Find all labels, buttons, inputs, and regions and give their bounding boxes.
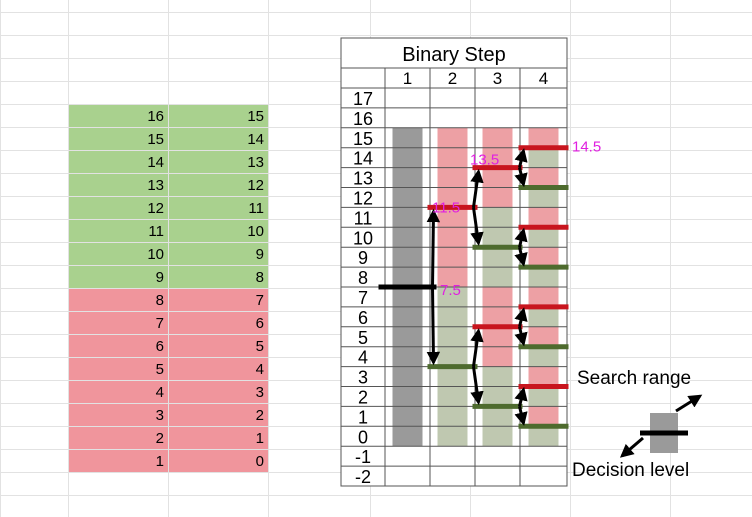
decision-value-label: 13.5 bbox=[470, 152, 499, 169]
sheet-cell-a: 1 bbox=[156, 453, 164, 470]
sheet-cell-b: 15 bbox=[247, 108, 264, 125]
search-range-bar bbox=[528, 306, 559, 327]
level-label: 3 bbox=[358, 368, 368, 388]
sheet-cell-b: 8 bbox=[256, 269, 264, 286]
level-label: 8 bbox=[358, 268, 368, 288]
branch-arrow bbox=[514, 326, 528, 347]
sheet-cell-a: 13 bbox=[147, 177, 164, 194]
level-label: 14 bbox=[353, 149, 373, 169]
level-label: 2 bbox=[358, 388, 368, 408]
level-label: 6 bbox=[358, 308, 368, 328]
search-range-bar bbox=[528, 227, 559, 248]
diagram-frame bbox=[340, 37, 568, 487]
sheet-cell-b: 6 bbox=[256, 315, 264, 332]
branch-arrow bbox=[470, 168, 484, 208]
search-range-bar bbox=[528, 247, 559, 268]
sheet-cell-a: 12 bbox=[147, 200, 164, 217]
search-range-bar bbox=[528, 426, 559, 447]
decision-value-label: 7.5 bbox=[440, 282, 461, 299]
branch-arrow bbox=[514, 386, 528, 407]
sheet-cell-b: 1 bbox=[256, 430, 264, 447]
sheet-cell-b: 0 bbox=[256, 453, 264, 470]
level-label: 11 bbox=[354, 208, 373, 228]
level-label: 10 bbox=[353, 228, 373, 248]
branch-arrow bbox=[470, 328, 484, 367]
step-header: 3 bbox=[493, 69, 502, 88]
sheet-cell-a: 14 bbox=[147, 154, 164, 171]
search-range-bar bbox=[528, 326, 559, 347]
branch-arrow bbox=[470, 207, 484, 246]
sheet-cell-b: 3 bbox=[256, 384, 264, 401]
branch-arrow bbox=[426, 208, 441, 288]
branch-arrow bbox=[514, 227, 528, 248]
search-range-label: Search range bbox=[577, 368, 692, 389]
sheet-cell-b: 7 bbox=[256, 292, 264, 309]
step-header: 2 bbox=[448, 69, 457, 88]
sheet-cell-b: 11 bbox=[248, 200, 264, 217]
sheet-cell-a: 4 bbox=[156, 384, 164, 401]
search-range-bar bbox=[528, 167, 559, 188]
sheet-cell-a: 7 bbox=[156, 315, 164, 332]
branch-arrow bbox=[514, 246, 528, 267]
branch-arrow bbox=[470, 366, 484, 406]
level-label: 16 bbox=[353, 109, 373, 129]
search-range-bar bbox=[528, 287, 559, 307]
sheet-cell-b: 14 bbox=[247, 131, 264, 148]
level-label: 5 bbox=[358, 328, 368, 348]
level-label: 17 bbox=[353, 89, 373, 109]
level-label: 1 bbox=[358, 407, 368, 427]
sheet-cell-a: 15 bbox=[147, 131, 164, 148]
branch-arrow bbox=[514, 167, 528, 188]
branch-arrow bbox=[675, 394, 703, 413]
sheet-cell-b: 10 bbox=[247, 223, 264, 240]
diagram-title: Binary Step bbox=[402, 44, 505, 66]
level-label: -2 bbox=[355, 467, 371, 487]
sheet-cell-b: 12 bbox=[247, 177, 264, 194]
level-label: 7 bbox=[358, 288, 368, 308]
search-range-bar bbox=[528, 147, 559, 168]
level-label: 15 bbox=[353, 129, 373, 149]
sheet-cell-a: 10 bbox=[147, 246, 164, 263]
sheet-cell-b: 13 bbox=[247, 154, 264, 171]
level-label: 12 bbox=[353, 189, 373, 209]
sheet-cell-b: 2 bbox=[256, 407, 264, 424]
sheet-cell-a: 5 bbox=[156, 361, 164, 378]
branch-arrow bbox=[619, 436, 644, 458]
sheet-cell-a: 9 bbox=[156, 269, 164, 286]
search-range-bar bbox=[528, 127, 559, 148]
sheet-cell-a: 16 bbox=[147, 108, 164, 125]
search-range-bar bbox=[528, 386, 559, 407]
sheet-cell-a: 8 bbox=[156, 292, 164, 309]
sheet-cell-b: 4 bbox=[256, 361, 264, 378]
search-range-bar bbox=[528, 366, 559, 387]
level-label: 0 bbox=[358, 427, 368, 447]
step-header: 1 bbox=[403, 69, 412, 88]
search-range-bar bbox=[528, 187, 559, 208]
branch-arrow bbox=[514, 148, 528, 168]
sheet-cell-a: 11 bbox=[148, 223, 164, 240]
level-label: 4 bbox=[358, 348, 368, 368]
search-range-bar bbox=[528, 267, 559, 287]
level-label: -1 bbox=[355, 447, 371, 467]
sheet-cell-a: 3 bbox=[156, 407, 164, 424]
search-range-bar bbox=[528, 346, 559, 367]
sheet-cell-b: 5 bbox=[256, 338, 264, 355]
branch-arrow bbox=[514, 307, 528, 328]
decision-level-label: Decision level bbox=[572, 460, 690, 481]
search-range-bar bbox=[528, 406, 559, 427]
step-header: 4 bbox=[539, 69, 548, 88]
decision-value-label: 14.5 bbox=[572, 139, 601, 156]
sheet-cell-a: 6 bbox=[156, 338, 164, 355]
sheet-cell-a: 2 bbox=[156, 430, 164, 447]
level-label: 9 bbox=[358, 248, 368, 268]
branch-arrow bbox=[426, 286, 441, 366]
decision-value-label: 11.5 bbox=[432, 199, 460, 216]
branch-arrow bbox=[514, 406, 528, 426]
sheet-cell-b: 9 bbox=[256, 246, 264, 263]
search-range-bar bbox=[528, 207, 559, 228]
level-label: 13 bbox=[353, 169, 373, 189]
